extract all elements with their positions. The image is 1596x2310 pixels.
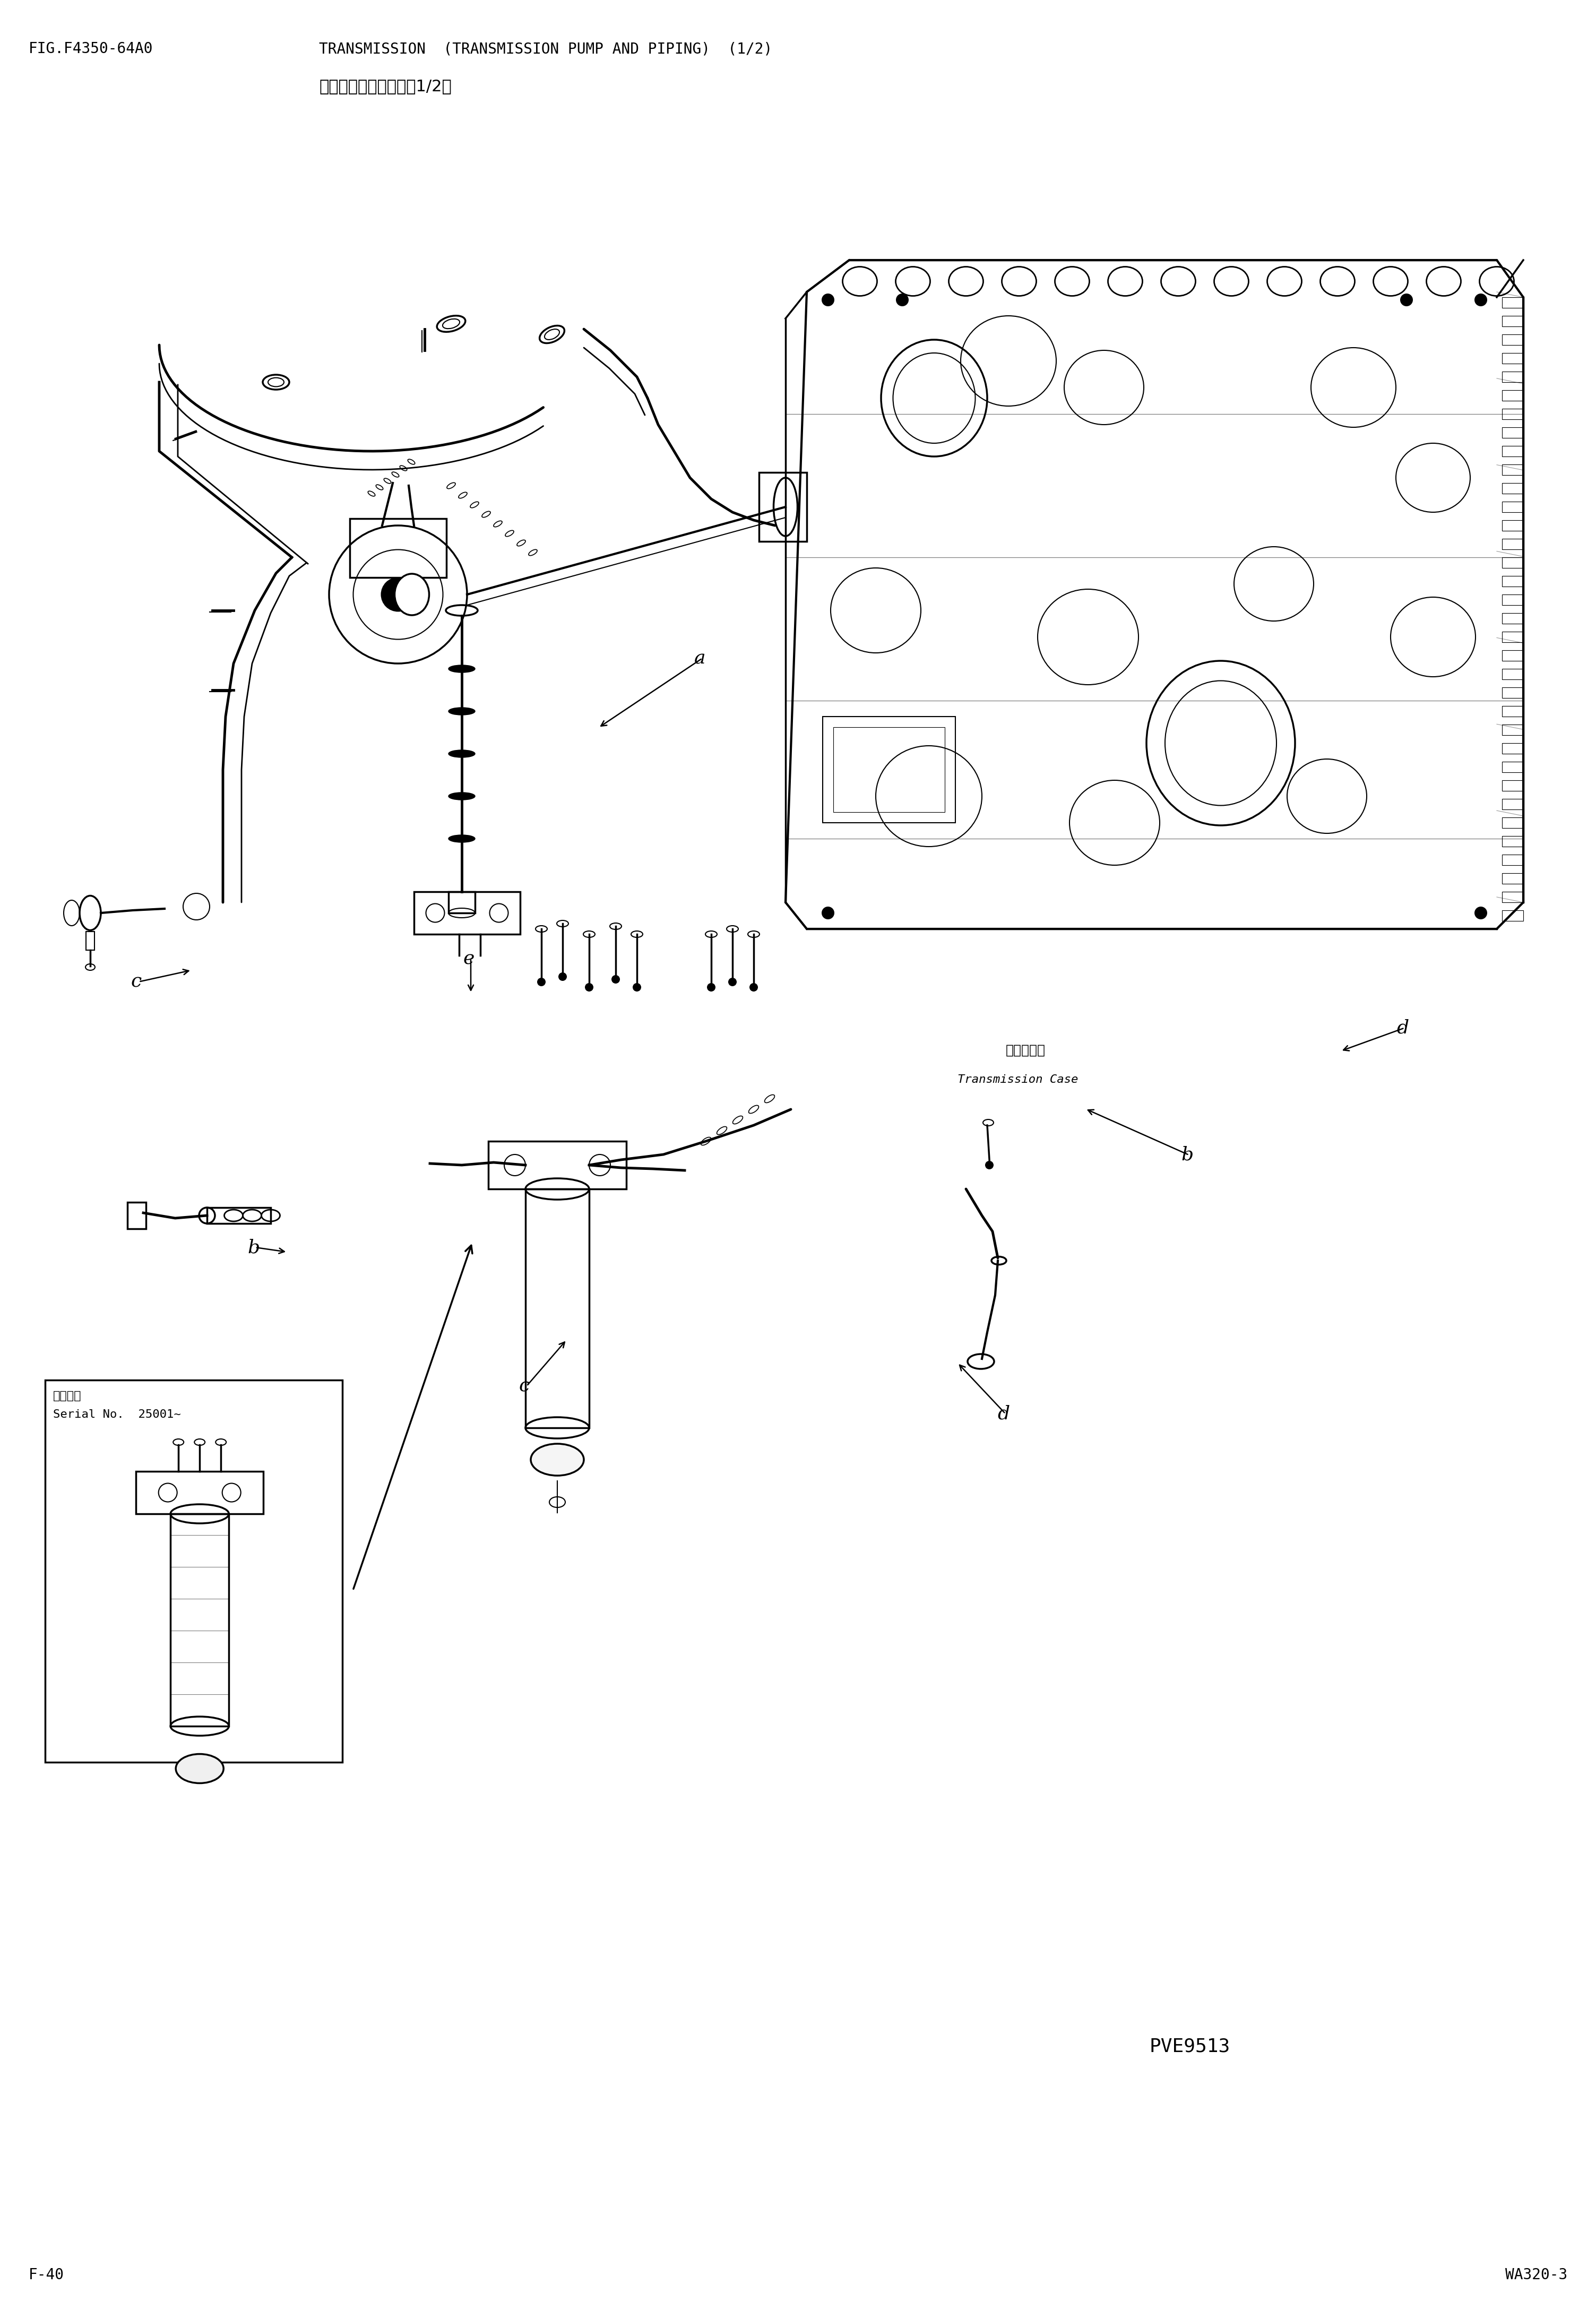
Bar [1502, 649, 1523, 661]
Circle shape [1400, 293, 1412, 307]
Bar [760, 474, 806, 541]
Circle shape [985, 1162, 994, 1169]
Text: 変速筱壳体: 変速筱壳体 [1005, 1044, 1045, 1058]
Ellipse shape [448, 792, 476, 799]
Bar [86, 931, 94, 949]
Bar [1502, 631, 1523, 642]
Text: Transmission Case: Transmission Case [958, 1074, 1079, 1086]
Circle shape [707, 984, 715, 991]
Text: 適用号码: 適用号码 [53, 1391, 81, 1402]
Ellipse shape [448, 707, 476, 716]
Bar [1502, 575, 1523, 587]
Circle shape [895, 293, 908, 307]
Bar [1502, 464, 1523, 476]
Bar [1502, 538, 1523, 550]
Text: a: a [694, 649, 705, 668]
Bar [1502, 762, 1523, 772]
Bar [207, 1208, 271, 1224]
Ellipse shape [448, 834, 476, 843]
Text: b: b [247, 1238, 260, 1257]
Bar [1502, 818, 1523, 827]
Ellipse shape [448, 665, 476, 672]
Bar [1502, 781, 1523, 790]
Bar [1502, 316, 1523, 326]
Bar [1502, 427, 1523, 439]
Bar [1502, 707, 1523, 716]
Text: 変速筱（泵及管路）（1/2）: 変速筱（泵及管路）（1/2） [319, 79, 452, 95]
Text: WA320-3: WA320-3 [1505, 2268, 1567, 2282]
Circle shape [584, 984, 594, 991]
Bar [1502, 298, 1523, 307]
Bar [1502, 799, 1523, 808]
Circle shape [611, 975, 619, 984]
Bar [1502, 873, 1523, 885]
Ellipse shape [448, 751, 476, 758]
Text: d: d [998, 1404, 1010, 1423]
Circle shape [381, 578, 415, 612]
Bar [1502, 594, 1523, 605]
Bar [1502, 520, 1523, 531]
Bar [1502, 910, 1523, 922]
Bar [1502, 353, 1523, 363]
Circle shape [728, 977, 737, 986]
Circle shape [822, 906, 835, 919]
Text: e: e [463, 949, 474, 968]
Ellipse shape [394, 573, 429, 614]
Bar [1502, 688, 1523, 698]
Bar [833, 728, 945, 813]
Text: F-40: F-40 [29, 2268, 64, 2282]
Text: c: c [131, 973, 142, 991]
Circle shape [559, 973, 567, 982]
Bar [1502, 744, 1523, 753]
Bar [1502, 855, 1523, 866]
Text: PVE9513: PVE9513 [1149, 2037, 1231, 2056]
Bar [448, 892, 476, 912]
Bar [1502, 612, 1523, 624]
Bar [525, 1190, 589, 1428]
Bar [1502, 372, 1523, 381]
Text: d: d [1396, 1019, 1409, 1037]
Bar [1502, 446, 1523, 457]
Ellipse shape [531, 1444, 584, 1476]
Circle shape [750, 984, 758, 991]
Bar [413, 892, 520, 933]
Bar [1502, 836, 1523, 845]
Bar [1502, 483, 1523, 494]
Circle shape [538, 977, 546, 986]
Bar [1502, 892, 1523, 903]
Bar [136, 1471, 263, 1513]
Circle shape [1475, 293, 1487, 307]
Text: Serial No.  25001~: Serial No. 25001~ [53, 1409, 180, 1421]
Bar [171, 1513, 228, 1726]
Bar [1502, 501, 1523, 513]
Text: TRANSMISSION  (TRANSMISSION PUMP AND PIPING)  (1/2): TRANSMISSION (TRANSMISSION PUMP AND PIPI… [319, 42, 772, 55]
Bar [488, 1141, 626, 1190]
Bar [350, 517, 447, 578]
Bar [1502, 409, 1523, 420]
Circle shape [1475, 906, 1487, 919]
Bar [1502, 335, 1523, 344]
Text: c: c [519, 1377, 530, 1395]
Circle shape [632, 984, 642, 991]
Bar [1502, 390, 1523, 400]
Bar [1502, 557, 1523, 568]
Text: b: b [1181, 1146, 1194, 1164]
Bar [45, 1379, 342, 1763]
Bar [1502, 670, 1523, 679]
Ellipse shape [176, 1753, 223, 1783]
Bar [1502, 725, 1523, 735]
Circle shape [822, 293, 835, 307]
Text: FIG.F4350-64A0: FIG.F4350-64A0 [29, 42, 153, 55]
Bar [128, 1201, 145, 1229]
Bar [822, 716, 956, 822]
